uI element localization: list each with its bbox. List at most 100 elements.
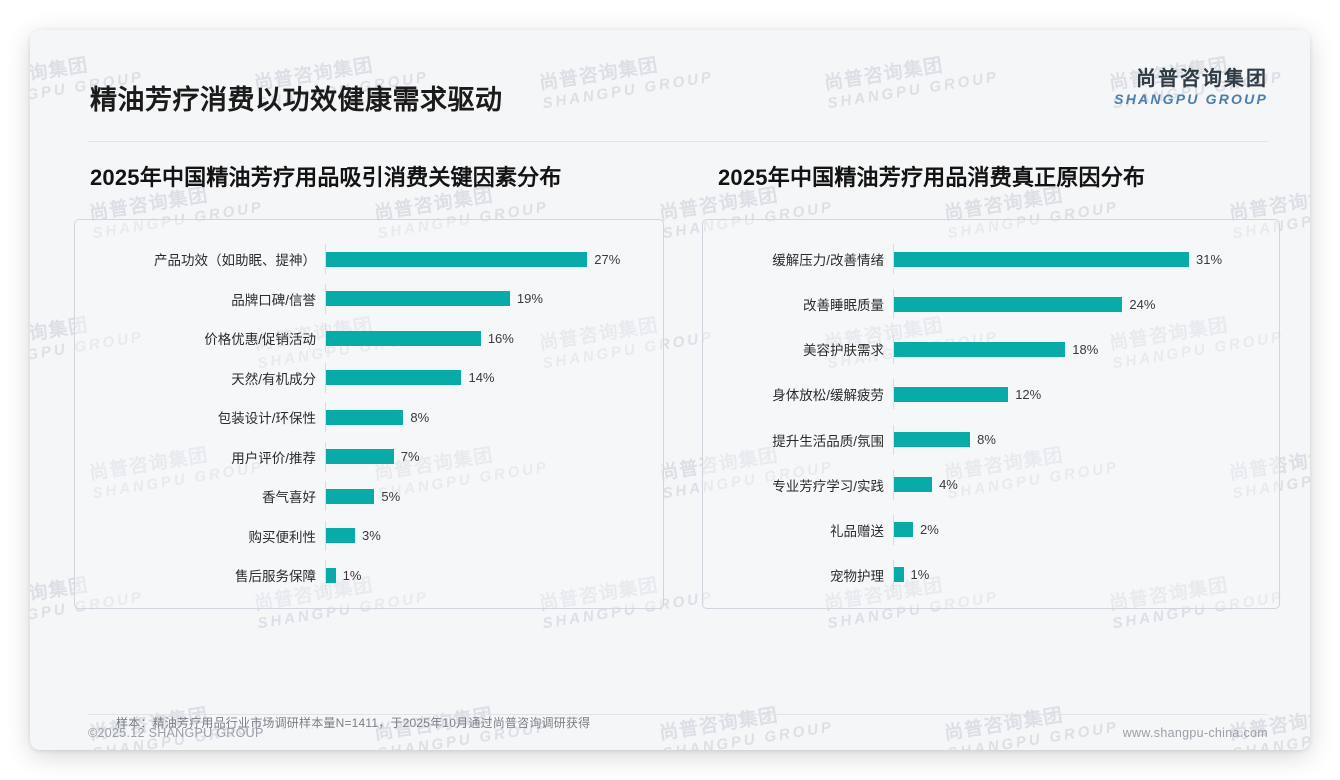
bar	[894, 251, 1189, 267]
bar-value-label: 14%	[468, 370, 495, 385]
bar-row: 提升生活品质/氛围 8%	[713, 424, 1269, 455]
bar-row: 品牌口碑/信誉 19%	[85, 283, 653, 314]
bar-row: 用户评价/推荐 7%	[85, 441, 653, 472]
bar-value-label: 24%	[1129, 296, 1156, 312]
bar	[326, 409, 404, 425]
bar-value-label: 1%	[342, 567, 362, 583]
bar-track: 27%	[325, 244, 653, 274]
bar-track: 19%	[325, 283, 653, 314]
bar-row: 专业芳疗学习/实践 4%	[713, 469, 1269, 500]
bar-category-label: 售后服务保障	[235, 569, 316, 584]
chart-title-left: 2025年中国精油芳疗用品吸引消费关键因素分布	[90, 165, 562, 190]
bar-value-label: 19%	[516, 291, 543, 306]
bar	[894, 522, 914, 538]
bar-category-label: 宠物护理	[830, 568, 884, 584]
bar-category-label: 提升生活品质/氛围	[772, 433, 884, 449]
bar-category-label: 用户评价/推荐	[231, 450, 316, 466]
slide: 尚普咨询集团 SHANGPU GROUP 尚普咨询集团 SHANGPU GROUP 尚普…	[30, 30, 1310, 750]
bar	[326, 370, 462, 385]
chart-card-right: 缓解压力/改善情绪 31% 改善睡眠质量 24% 美容护肤需求 18% 身体放松/缓解疲劳 1…	[702, 219, 1280, 609]
bar-value-label: 2%	[920, 522, 939, 538]
bar-value-label: 27%	[594, 251, 621, 267]
bar-category-label: 身体放松/缓解疲劳	[772, 388, 884, 404]
bar-category-label: 品牌口碑/信誉	[231, 292, 316, 308]
bar	[326, 488, 375, 504]
brand-logo: 尚普咨询集团 SHANGPU GROUP	[1114, 68, 1268, 108]
bar	[894, 432, 971, 448]
bar-chart-left: 产品功效（如助眠、提神） 27% 品牌口碑/信誉 19% 价格优惠/促销活动 16% 天然/…	[75, 220, 663, 608]
bar-row: 身体放松/缓解疲劳 12%	[713, 379, 1269, 410]
bar-track: 3%	[325, 520, 653, 551]
website-link[interactable]: www.shangpu-china.com	[1122, 726, 1268, 740]
bar-value-label: 4%	[939, 477, 958, 493]
bar-row: 缓解压力/改善情绪 31%	[713, 244, 1269, 274]
bar-track: 2%	[893, 514, 1269, 545]
bar-value-label: 31%	[1196, 251, 1223, 267]
bar-track: 8%	[325, 402, 653, 432]
bar	[326, 567, 336, 583]
bar-value-label: 12%	[1015, 386, 1042, 402]
bar-category-label: 礼品赠送	[830, 523, 884, 539]
bar-chart-right: 缓解压力/改善情绪 31% 改善睡眠质量 24% 美容护肤需求 18% 身体放松/缓解疲劳 1…	[703, 220, 1279, 608]
bar-row: 宠物护理 1%	[713, 559, 1269, 590]
bar-category-label: 购买便利性	[248, 529, 317, 545]
bar-value-label: 3%	[362, 528, 381, 543]
bar-category-label: 包装设计/环保性	[217, 411, 316, 426]
bar-track: 1%	[893, 559, 1269, 590]
bar	[326, 528, 356, 543]
bar-category-label: 天然/有机成分	[231, 371, 316, 387]
bar	[894, 296, 1123, 312]
bar-track: 14%	[325, 362, 653, 393]
bar	[326, 291, 510, 306]
chart-card-left: 产品功效（如助眠、提神） 27% 品牌口碑/信誉 19% 价格优惠/促销活动 16% 天然/…	[74, 219, 664, 609]
bar-track: 7%	[325, 441, 653, 472]
header-divider	[88, 141, 1268, 142]
bar-track: 16%	[325, 323, 653, 353]
bar	[326, 330, 481, 346]
bar-category-label: 价格优惠/促销活动	[204, 332, 316, 347]
bar-value-label: 8%	[977, 432, 996, 448]
bar-value-label: 7%	[400, 449, 420, 464]
bar-row: 美容护肤需求 18%	[713, 334, 1269, 365]
slide-header: 精油芳疗消费以功效健康需求驱动 尚普咨询集团 SHANGPU GROUP	[30, 30, 1310, 115]
bar-row: 包装设计/环保性 8%	[85, 402, 653, 432]
chart-panel-left: 2025年中国精油芳疗用品吸引消费关键因素分布 产品功效（如助眠、提神） 27% 品…	[74, 160, 664, 609]
bar-row: 香气喜好 5%	[85, 481, 653, 511]
bar-track: 31%	[893, 244, 1269, 274]
logo-english-text: SHANGPU GROUP	[1114, 91, 1268, 107]
copyright-text: ©2025.12 SHANGPU GROUP	[88, 726, 264, 740]
page-title: 精油芳疗消费以功效健康需求驱动	[90, 85, 503, 115]
bar-track: 1%	[325, 560, 653, 590]
bar-value-label: 8%	[410, 409, 430, 425]
bar-row: 售后服务保障 1%	[85, 560, 653, 590]
logo-chinese-text: 尚普咨询集团	[1136, 68, 1268, 90]
bar	[894, 341, 1066, 357]
bar-row: 天然/有机成分 14%	[85, 362, 653, 393]
bar-track: 8%	[893, 424, 1269, 455]
bar-track: 12%	[893, 379, 1269, 410]
bar-category-label: 改善睡眠质量	[803, 298, 884, 314]
bar-category-label: 专业芳疗学习/实践	[772, 478, 884, 494]
bar-row: 礼品赠送 2%	[713, 514, 1269, 545]
bar-value-label: 5%	[381, 488, 401, 504]
bar-row: 购买便利性 3%	[85, 520, 653, 551]
bar	[326, 251, 588, 267]
bar-value-label: 18%	[1072, 341, 1099, 357]
bar-row: 产品功效（如助眠、提神） 27%	[85, 244, 653, 274]
bar-category-label: 产品功效（如助眠、提神）	[154, 253, 316, 268]
bar	[894, 567, 904, 583]
bar-track: 4%	[893, 469, 1269, 500]
bar	[326, 449, 394, 464]
bar-category-label: 美容护肤需求	[803, 343, 884, 359]
bar-track: 18%	[893, 334, 1269, 365]
bar-category-label: 香气喜好	[262, 490, 316, 505]
bar-row: 改善睡眠质量 24%	[713, 289, 1269, 320]
bar-row: 价格优惠/促销活动 16%	[85, 323, 653, 353]
bar	[894, 477, 933, 493]
bar-value-label: 16%	[487, 330, 514, 346]
slide-footer: ©2025.12 SHANGPU GROUP www.shangpu-china…	[30, 720, 1310, 750]
bar-track: 5%	[325, 481, 653, 511]
bar-category-label: 缓解压力/改善情绪	[772, 253, 884, 268]
chart-panel-right: 2025年中国精油芳疗用品消费真正原因分布 缓解压力/改善情绪 31% 改善睡眠质量…	[702, 160, 1280, 609]
bar	[894, 386, 1009, 402]
